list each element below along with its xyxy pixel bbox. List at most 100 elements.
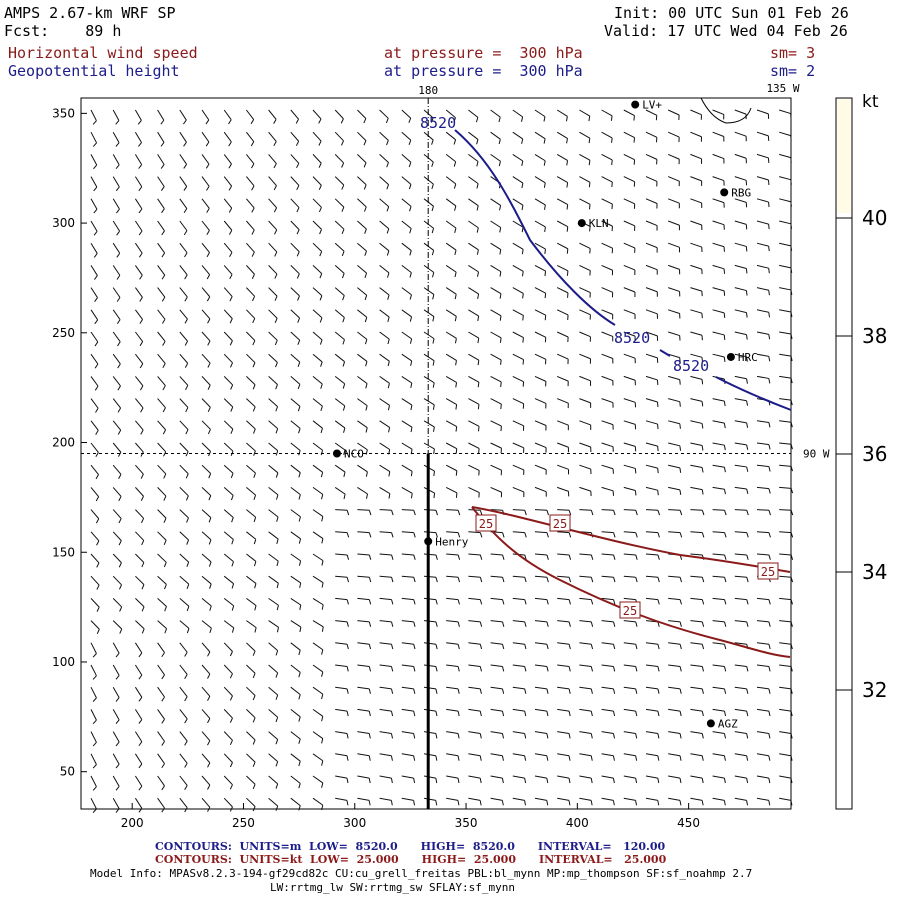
wind-barb-shaft (134, 287, 143, 298)
wind-barb-flag (477, 271, 479, 277)
wind-barb-shaft (290, 664, 301, 673)
wind-barb-flag (566, 204, 569, 210)
wind-barb-flag (408, 184, 412, 190)
wind-barb-flag (321, 805, 324, 811)
wind-barb-shaft (579, 464, 591, 470)
wind-barb-shaft (290, 553, 301, 562)
wind-barb-shaft (445, 442, 458, 450)
wind-barb-shaft (734, 442, 747, 446)
wind-barb-shaft (756, 176, 769, 181)
wind-barb-shaft (246, 309, 256, 319)
wind-barb-shaft (645, 597, 658, 601)
colorbar-tick-label: 32 (862, 678, 887, 702)
wind-barb-flag (723, 445, 726, 451)
wind-barb-flag (413, 577, 416, 583)
wind-barb-shaft (201, 442, 211, 452)
wind-barb-shaft (401, 154, 412, 163)
station-dot (424, 537, 433, 546)
wind-barb-shaft (734, 531, 747, 534)
wind-barb-flag (657, 688, 660, 694)
wind-barb-shaft (423, 597, 436, 601)
wind-barb-shaft (179, 731, 188, 742)
wind-barb-shaft (779, 109, 791, 115)
wind-barb-shaft (401, 131, 412, 141)
wind-barb-flag (273, 163, 277, 169)
wind-barb-shaft (357, 775, 370, 779)
wind-barb-flag (435, 554, 438, 560)
wind-barb-flag (453, 117, 456, 123)
wind-barb-flag (230, 384, 234, 390)
y-tick-label: 300 (52, 216, 75, 230)
wind-barb-shaft (734, 797, 747, 801)
wind-barb-flag (116, 275, 121, 280)
wind-barb-shaft (246, 575, 257, 584)
wind-barb-shaft (512, 242, 524, 250)
wind-barb-flag (341, 184, 345, 190)
wind-barb-flag (413, 532, 416, 538)
wind-barb-shaft (534, 464, 547, 471)
wind-barb-shaft (179, 242, 188, 254)
wind-barb-flag (679, 510, 683, 516)
wind-barb-shaft (223, 198, 233, 209)
y-tick-label: 150 (52, 545, 75, 559)
wind-barb-shaft (556, 153, 568, 161)
wind-barb-flag (679, 532, 683, 538)
wind-barb-shaft (668, 353, 680, 359)
wind-barb-shaft (512, 797, 525, 801)
wind-barb-shaft (334, 131, 344, 142)
wind-barb-shaft (712, 287, 725, 292)
wind-barb-shaft (401, 642, 414, 645)
wind-barb-flag (116, 252, 121, 258)
wind-barb-shaft (357, 220, 367, 230)
wind-barb-shaft (556, 176, 568, 183)
wind-barb-shaft (90, 442, 99, 453)
wind-barb-shaft (445, 464, 458, 472)
wind-barb-shaft (223, 575, 234, 585)
wind-barb-flag (297, 295, 300, 301)
wind-barb-flag (455, 360, 457, 366)
wind-barb-flag (387, 383, 390, 389)
wind-barb-flag (229, 695, 233, 701)
wind-barb-flag (745, 312, 748, 318)
wind-barb-flag (95, 407, 99, 413)
wind-barb-shaft (712, 642, 725, 645)
wind-barb-shaft (179, 797, 188, 808)
wind-barb-flag (723, 334, 726, 340)
wind-barb-flag (364, 250, 367, 256)
wind-barb-flag (228, 207, 233, 213)
wind-barb-flag (568, 532, 572, 538)
wind-barb-shaft (268, 109, 277, 120)
wind-barb-flag (790, 311, 793, 317)
wind-barb-shaft (312, 575, 324, 584)
wind-barb-flag (346, 755, 349, 761)
wind-barb-flag (296, 185, 300, 191)
wind-barb-shaft (201, 620, 212, 629)
wind-barb-flag (635, 800, 638, 806)
wind-barbs (90, 109, 794, 813)
field2-name: Geopotential height (8, 62, 180, 80)
wind-barb-flag (455, 470, 458, 476)
wind-barb-shaft (157, 531, 167, 541)
wind-barb-shaft (223, 642, 233, 652)
wind-barb-shaft (401, 109, 412, 119)
wind-barb-shaft (90, 287, 98, 298)
forecast-hour: Fcst: 89 h (4, 22, 122, 40)
wind-barb-flag (160, 186, 165, 191)
wind-barb-shaft (645, 575, 658, 578)
wind-barb-shaft (512, 708, 525, 712)
wind-barb-shaft (446, 553, 459, 556)
wind-barb-shaft (90, 709, 97, 721)
wind-barb-flag (298, 694, 301, 700)
wind-barb-flag (115, 186, 120, 192)
model-info-line1: Model Info: MPASv8.2.3-194-gf29cd82c CU:… (90, 867, 753, 880)
wind-barb-shaft (601, 153, 613, 161)
wind-barb-flag (231, 627, 235, 633)
wind-barb-shaft (357, 176, 367, 186)
wind-barb-flag (679, 777, 682, 784)
wind-barb-shaft (668, 620, 681, 623)
wind-barb-flag (501, 800, 504, 806)
wind-barb-flag (274, 295, 278, 301)
wind-barb-shaft (601, 309, 613, 315)
wind-barb-shaft (468, 309, 479, 317)
